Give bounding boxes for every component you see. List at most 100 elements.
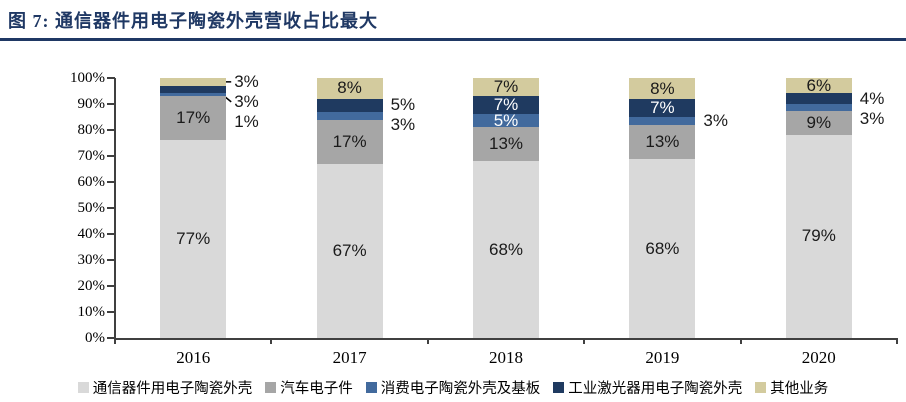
bar-segment bbox=[785, 103, 852, 112]
bar-segment bbox=[160, 96, 227, 140]
bar-segment bbox=[473, 96, 539, 115]
y-tick-label: 100% bbox=[70, 70, 105, 86]
legend-item: 汽车电子件 bbox=[265, 377, 353, 398]
bar-segment bbox=[473, 78, 539, 97]
bar-segment bbox=[316, 98, 383, 112]
y-tick-mark bbox=[107, 285, 115, 287]
segment-value-label: 9% bbox=[806, 113, 832, 133]
y-tick-label: 60% bbox=[77, 174, 106, 190]
y-tick-mark bbox=[107, 311, 115, 313]
segment-value-label: 5% bbox=[493, 110, 519, 130]
segment-value-label: 77% bbox=[176, 228, 211, 248]
bar-segment bbox=[473, 127, 539, 162]
segment-value-label: 17% bbox=[332, 131, 367, 151]
figure-title: 图 7: 通信器件用电子陶瓷外壳营收占比最大 bbox=[8, 11, 378, 31]
x-tick-mark bbox=[896, 338, 898, 344]
legend-item: 工业激光器用电子陶瓷外壳 bbox=[553, 377, 742, 398]
segment-value-label-outside: 3% bbox=[234, 71, 259, 91]
segment-value-label: 13% bbox=[488, 134, 524, 154]
segment-value-label: 17% bbox=[176, 107, 211, 127]
bar-segment bbox=[316, 119, 383, 164]
bar-segment bbox=[160, 78, 227, 86]
legend-item: 消费电子陶瓷外壳及基板 bbox=[365, 377, 541, 398]
legend-swatch bbox=[77, 382, 89, 393]
y-tick-mark bbox=[107, 233, 115, 235]
bar-segment bbox=[316, 78, 383, 99]
legend-swatch bbox=[553, 382, 565, 393]
legend-label: 工业激光器用电子陶瓷外壳 bbox=[568, 381, 743, 397]
legend-swatch bbox=[265, 382, 277, 393]
segment-value-label-outside: 3% bbox=[390, 115, 416, 135]
y-tick-label: 30% bbox=[77, 252, 106, 268]
x-tick-mark bbox=[583, 338, 586, 344]
y-tick-mark bbox=[107, 103, 115, 105]
legend-item: 其他业务 bbox=[755, 377, 828, 398]
legend-label: 消费电子陶瓷外壳及基板 bbox=[380, 381, 541, 397]
bar-segment bbox=[316, 163, 383, 338]
x-category-label: 2020 bbox=[801, 348, 836, 367]
bar-segment bbox=[629, 159, 696, 338]
y-tick-mark bbox=[107, 181, 115, 183]
y-tick-label: 10% bbox=[77, 304, 106, 320]
segment-value-label-outside: 4% bbox=[859, 88, 885, 108]
y-tick-mark bbox=[107, 129, 115, 131]
segment-value-label-outside: 3% bbox=[234, 91, 259, 111]
x-tick-mark bbox=[426, 338, 429, 344]
segment-value-label: 7% bbox=[493, 77, 519, 97]
chart-legend: 通信器件用电子陶瓷外壳 汽车电子件 消费电子陶瓷外壳及基板 工业激光器用电子陶瓷外壳 其… bbox=[0, 377, 906, 398]
segment-value-label: 67% bbox=[332, 240, 367, 260]
x-category-label: 2016 bbox=[176, 348, 211, 367]
bar-segment bbox=[785, 111, 852, 135]
y-tick-mark bbox=[107, 337, 115, 339]
bar-segment bbox=[473, 114, 539, 128]
x-category-label: 2019 bbox=[645, 348, 680, 367]
bar-segment bbox=[629, 117, 696, 126]
legend-swatch bbox=[755, 382, 767, 393]
y-tick-label: 90% bbox=[77, 96, 106, 112]
bar-segment bbox=[160, 93, 227, 96]
y-tick-mark bbox=[107, 259, 115, 261]
x-category-label: 2018 bbox=[488, 348, 523, 367]
legend-label: 通信器件用电子陶瓷外壳 bbox=[92, 381, 253, 397]
title-divider bbox=[0, 38, 906, 41]
segment-value-label: 7% bbox=[650, 98, 675, 118]
bar-segment bbox=[629, 99, 696, 118]
segment-value-label-outside: 3% bbox=[859, 108, 885, 128]
y-tick-mark bbox=[107, 77, 115, 79]
x-tick-mark bbox=[739, 338, 742, 344]
bar-segment bbox=[316, 111, 383, 120]
y-tick-label: 0% bbox=[85, 330, 105, 346]
segment-value-label-outside: 3% bbox=[703, 111, 728, 131]
segment-value-label: 68% bbox=[488, 239, 524, 259]
bar-segment bbox=[160, 139, 227, 338]
segment-value-label: 8% bbox=[650, 78, 675, 98]
segment-value-label: 8% bbox=[337, 78, 362, 98]
y-tick-mark bbox=[107, 207, 115, 209]
bar-segment bbox=[629, 125, 696, 160]
y-tick-label: 20% bbox=[77, 278, 106, 294]
bar-segment bbox=[160, 85, 227, 94]
legend-item: 通信器件用电子陶瓷外壳 bbox=[77, 377, 253, 398]
bar-segment bbox=[473, 161, 539, 338]
segment-value-label: 13% bbox=[645, 132, 680, 152]
y-axis-line bbox=[114, 78, 116, 338]
bar-segment bbox=[785, 78, 852, 94]
segment-value-label: 68% bbox=[645, 238, 680, 258]
x-tick-mark bbox=[270, 338, 273, 344]
legend-label: 汽车电子件 bbox=[280, 381, 353, 397]
y-tick-label: 80% bbox=[77, 122, 106, 138]
legend-swatch bbox=[365, 382, 377, 393]
bar-segment bbox=[785, 93, 852, 104]
y-tick-label: 40% bbox=[77, 226, 106, 242]
y-tick-label: 50% bbox=[77, 200, 106, 216]
segment-value-label: 6% bbox=[806, 75, 832, 95]
bar-segment bbox=[785, 134, 852, 338]
segment-value-label-outside: 5% bbox=[390, 95, 416, 115]
segment-value-label: 7% bbox=[493, 95, 519, 115]
segment-value-label: 79% bbox=[801, 226, 836, 246]
x-axis-line bbox=[114, 338, 898, 340]
y-tick-label: 70% bbox=[77, 148, 106, 164]
segment-value-label-outside: 1% bbox=[234, 111, 259, 131]
